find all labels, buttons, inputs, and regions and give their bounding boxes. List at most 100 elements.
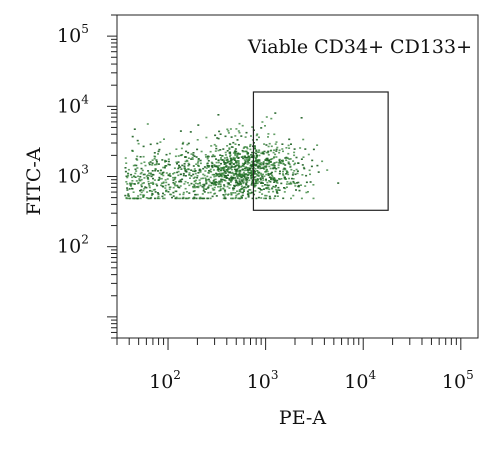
- data-point: [190, 153, 193, 155]
- data-point: [209, 150, 212, 153]
- data-point: [135, 170, 138, 172]
- data-point: [286, 181, 289, 183]
- data-point: [157, 170, 159, 172]
- data-point: [268, 188, 271, 191]
- data-point: [249, 143, 252, 146]
- data-point: [246, 168, 249, 171]
- data-point: [226, 182, 229, 184]
- y-tick-label: 103: [57, 163, 89, 188]
- data-point: [262, 162, 265, 165]
- data-point: [207, 186, 210, 188]
- data-point: [228, 168, 231, 170]
- data-point: [216, 169, 219, 171]
- data-point: [283, 167, 286, 170]
- data-point: [147, 183, 150, 185]
- data-point: [227, 166, 230, 168]
- data-point: [145, 197, 148, 199]
- data-point: [250, 167, 253, 169]
- data-point: [165, 172, 168, 174]
- data-point: [240, 188, 243, 190]
- data-point: [247, 192, 250, 194]
- data-point: [260, 152, 263, 155]
- data-point: [220, 162, 222, 165]
- data-point: [263, 197, 266, 200]
- data-point: [264, 158, 267, 161]
- data-point: [173, 167, 176, 169]
- data-point: [233, 173, 236, 175]
- data-point: [265, 165, 268, 167]
- data-point: [229, 151, 232, 154]
- data-point: [163, 138, 165, 140]
- data-point: [275, 148, 278, 151]
- data-point: [163, 197, 166, 200]
- data-point: [288, 158, 291, 160]
- data-point: [149, 161, 152, 163]
- data-point: [163, 166, 166, 169]
- data-point: [247, 171, 250, 174]
- data-point: [204, 154, 207, 156]
- data-point: [239, 183, 242, 185]
- data-point: [235, 128, 238, 130]
- data-point: [235, 170, 238, 172]
- data-point: [289, 165, 292, 168]
- data-point: [269, 167, 272, 170]
- data-point: [151, 164, 154, 166]
- data-point: [289, 183, 292, 185]
- data-point: [246, 163, 249, 165]
- data-point: [164, 187, 167, 189]
- data-point: [285, 178, 288, 180]
- data-point: [245, 150, 248, 153]
- data-point: [192, 152, 195, 154]
- data-point: [203, 188, 205, 190]
- data-point: [211, 166, 214, 169]
- data-point: [250, 177, 253, 179]
- data-point: [288, 183, 290, 185]
- data-point: [192, 173, 195, 176]
- data-point: [210, 184, 213, 187]
- data-point: [274, 186, 277, 188]
- data-point: [230, 192, 233, 194]
- data-point: [267, 133, 270, 135]
- data-point: [244, 150, 247, 153]
- data-point: [237, 161, 240, 164]
- data-point: [317, 171, 320, 173]
- data-point: [152, 189, 155, 191]
- data-point: [293, 151, 296, 154]
- data-point: [186, 143, 189, 146]
- data-point: [211, 173, 214, 176]
- data-point: [311, 159, 314, 162]
- data-point: [225, 177, 228, 179]
- data-point: [240, 179, 243, 181]
- data-point: [205, 136, 208, 139]
- data-point: [247, 194, 250, 196]
- data-point: [274, 153, 277, 156]
- data-point: [234, 197, 237, 200]
- data-point: [154, 188, 156, 191]
- data-point: [153, 155, 156, 158]
- data-point: [224, 191, 227, 193]
- data-point: [272, 157, 275, 159]
- data-point: [148, 162, 151, 164]
- data-point: [266, 184, 268, 186]
- data-point: [236, 160, 239, 162]
- data-point: [253, 178, 256, 181]
- data-point: [127, 168, 130, 171]
- data-point: [130, 173, 133, 176]
- data-point: [152, 177, 154, 180]
- data-point: [219, 149, 222, 151]
- data-point: [217, 180, 220, 183]
- data-point: [238, 171, 241, 173]
- data-point: [203, 166, 206, 168]
- data-point: [277, 162, 280, 164]
- data-point: [196, 186, 199, 188]
- data-point: [203, 183, 206, 186]
- data-point: [176, 184, 179, 187]
- data-point: [136, 155, 139, 158]
- data-point: [285, 157, 288, 159]
- data-point: [276, 179, 279, 182]
- data-point: [217, 159, 220, 162]
- data-point: [276, 192, 279, 194]
- data-point: [245, 186, 248, 189]
- data-point: [154, 197, 156, 200]
- data-point: [274, 143, 277, 145]
